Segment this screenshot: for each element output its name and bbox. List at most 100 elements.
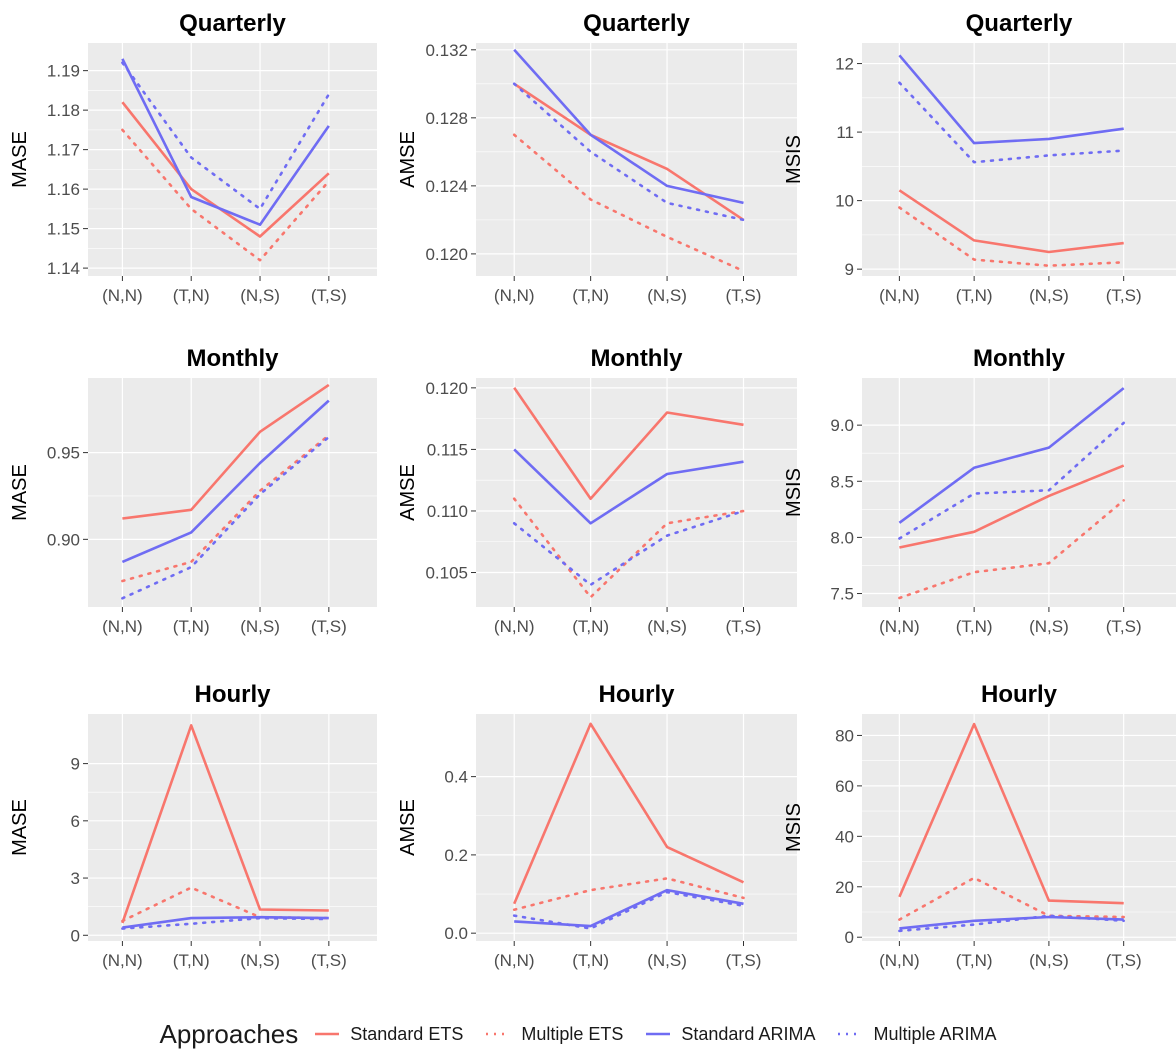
series-line-standard-arima xyxy=(514,888,744,928)
panel-monthly-mase: 0.90 0.95 (N,N) (T,N) (N,S) (T,S) Monthly MASE xyxy=(9,345,377,636)
y-tick-label: 0 xyxy=(71,926,80,945)
series-line-multiple-ets xyxy=(512,133,745,273)
y-tick-label: 1.15 xyxy=(47,220,80,239)
y-tick-label: 3 xyxy=(71,869,80,888)
legend-label: Standard ETS xyxy=(350,1023,464,1044)
panel-quarterly-mase: 1.14 1.15 1.16 1.17 1.18 1.19 (N,N) (T,N) (N,S) (… xyxy=(9,10,377,305)
x-tick-label: (N,N) xyxy=(494,286,535,305)
series-line-standard-arima xyxy=(513,48,744,205)
y-axis-label: MSIS xyxy=(783,135,805,184)
x-tick-label: (T,S) xyxy=(1106,286,1142,305)
legend-key-standard-ets xyxy=(315,1032,340,1036)
series-line-multiple-ets xyxy=(898,876,1125,921)
series-line-standard-arima xyxy=(121,58,330,226)
y-tick-label: 1.14 xyxy=(47,259,80,278)
y-tick-label: 1.19 xyxy=(47,62,80,81)
y-tick-label: 9 xyxy=(71,755,80,774)
y-tick-label: 0.132 xyxy=(425,41,468,60)
legend-label: Multiple ETS xyxy=(521,1023,624,1044)
y-tick-label: 60 xyxy=(835,777,854,796)
y-tick-label: 0.128 xyxy=(425,109,468,128)
x-tick-label: (N,N) xyxy=(879,951,920,970)
x-tick-label: (N,N) xyxy=(102,617,143,636)
x-tick-label: (N,S) xyxy=(1029,617,1069,636)
legend-item-standard-ets: Standard ETS xyxy=(312,1024,463,1045)
y-tick-label: 6 xyxy=(71,812,80,831)
series-line-multiple-arima xyxy=(121,61,331,211)
y-axis-label: MSIS xyxy=(783,468,805,517)
series-line-multiple-ets xyxy=(512,497,745,599)
panel-title: Monthly xyxy=(973,345,1066,372)
series-line-standard-arima xyxy=(898,54,1124,145)
legend-item-standard-arima: Standard ARIMA xyxy=(643,1024,815,1045)
y-tick-label: 20 xyxy=(835,878,854,897)
y-axis-label: AMSE xyxy=(397,131,419,188)
series-line-multiple-ets xyxy=(898,206,1125,268)
y-tick-label: 7.5 xyxy=(830,585,854,604)
x-tick-label: (T,S) xyxy=(1106,617,1142,636)
legend-item-multiple-arima: Multiple ARIMA xyxy=(835,1024,997,1045)
panel-background xyxy=(862,43,1176,276)
y-tick-label: 11 xyxy=(836,123,854,142)
series-line-multiple-arima xyxy=(512,82,745,222)
y-tick-label: 1.18 xyxy=(47,101,80,120)
panel-title: Quarterly xyxy=(179,10,286,37)
y-tick-label: 0.0 xyxy=(444,924,468,943)
y-tick-label: 0.124 xyxy=(425,177,468,196)
x-tick-label: (N,S) xyxy=(240,951,280,970)
series-line-multiple-ets xyxy=(121,128,331,262)
panel-title: Monthly xyxy=(187,345,280,372)
series-line-standard-ets xyxy=(122,383,330,520)
series-line-multiple-arima xyxy=(512,509,745,587)
y-tick-label: 0.4 xyxy=(444,768,468,787)
panel-title: Hourly xyxy=(598,681,675,708)
x-tick-label: (N,N) xyxy=(494,617,535,636)
y-axis-label: MASE xyxy=(9,131,31,188)
y-axis-label: MSIS xyxy=(783,803,805,852)
series-line-multiple-arima xyxy=(898,81,1125,164)
y-tick-label: 0.2 xyxy=(444,846,468,865)
series-line-standard-ets xyxy=(121,724,329,924)
series-line-standard-ets xyxy=(899,464,1125,549)
series-line-standard-ets xyxy=(513,387,744,501)
x-tick-label: (N,S) xyxy=(1029,286,1069,305)
x-tick-label: (T,S) xyxy=(311,286,347,305)
panel-title: Quarterly xyxy=(966,10,1073,37)
y-axis-label: AMSE xyxy=(397,464,419,521)
panel-monthly-amse: 0.105 0.110 0.115 0.120 (N,N) (T,N) (N,S) (T,S)… xyxy=(397,345,797,636)
legend-label: Standard ARIMA xyxy=(681,1023,816,1044)
panel-quarterly-amse: 0.120 0.124 0.128 0.132 (N,N) (T,N) (N,S) (T,S)… xyxy=(397,10,797,305)
series-line-standard-ets xyxy=(898,189,1124,254)
legend-title: Approaches xyxy=(159,1018,299,1049)
x-tick-label: (T,N) xyxy=(572,951,609,970)
x-tick-label: (N,S) xyxy=(240,286,280,305)
panel-hourly-msis: 0 20 40 60 80 (N,N) (T,N) (N,S) (T,S) Hourly MSIS xyxy=(783,681,1176,970)
x-tick-label: (N,N) xyxy=(102,951,143,970)
y-tick-label: 0 xyxy=(845,928,854,947)
y-tick-label: 1.16 xyxy=(47,180,80,199)
panel-title: Monthly xyxy=(591,345,684,372)
x-tick-label: (T,N) xyxy=(572,617,609,636)
y-tick-label: 8.0 xyxy=(830,528,854,547)
x-tick-label: (T,N) xyxy=(173,286,210,305)
series-line-standard-ets xyxy=(898,722,1124,905)
x-tick-label: (T,S) xyxy=(726,286,762,305)
series-line-multiple-ets xyxy=(121,886,331,923)
y-tick-label: 0.115 xyxy=(427,440,468,459)
series-line-multiple-ets xyxy=(898,499,1125,600)
panel-monthly-msis: 7.5 8.0 8.5 9.0 (N,N) (T,N) (N,S) (T,S) Monthly M… xyxy=(783,345,1176,636)
y-tick-label: 9 xyxy=(845,260,854,279)
x-tick-label: (T,N) xyxy=(173,617,210,636)
series-line-multiple-arima xyxy=(512,890,745,930)
x-tick-label: (T,N) xyxy=(173,951,210,970)
legend-key-standard-arima xyxy=(646,1032,671,1036)
x-tick-label: (T,S) xyxy=(311,951,347,970)
x-tick-label: (T,S) xyxy=(726,617,762,636)
panel-background xyxy=(862,378,1176,607)
x-tick-label: (N,S) xyxy=(647,617,687,636)
panel-title: Hourly xyxy=(194,681,271,708)
x-tick-label: (N,N) xyxy=(879,617,920,636)
series-line-multiple-arima xyxy=(121,435,331,600)
x-tick-label: (T,S) xyxy=(726,951,762,970)
